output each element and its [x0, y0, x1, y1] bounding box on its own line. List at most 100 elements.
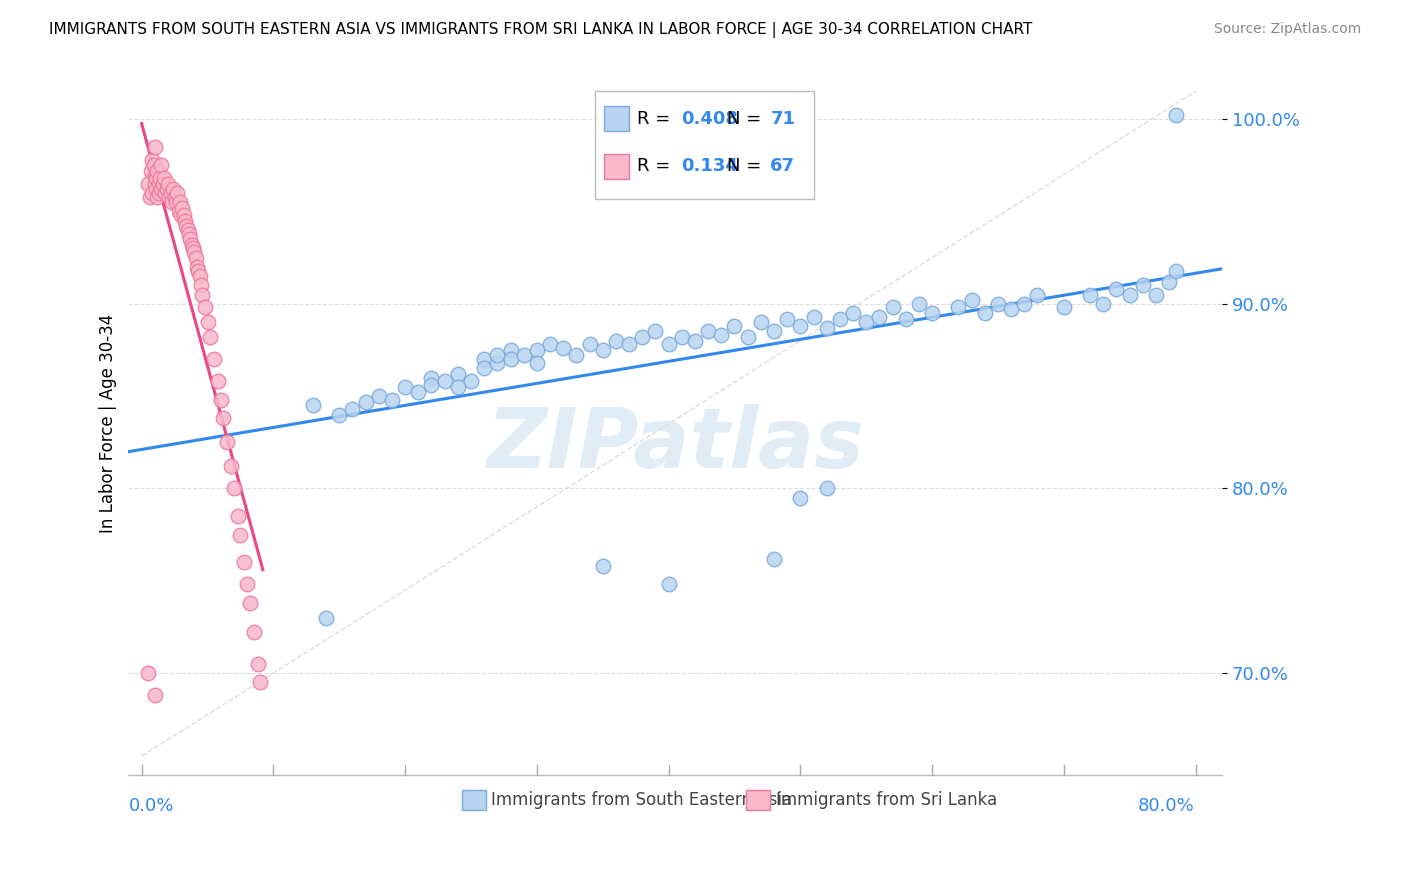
Text: IMMIGRANTS FROM SOUTH EASTERN ASIA VS IMMIGRANTS FROM SRI LANKA IN LABOR FORCE |: IMMIGRANTS FROM SOUTH EASTERN ASIA VS IM…	[49, 22, 1032, 38]
Point	[960, 293, 983, 307]
Point	[592, 343, 614, 357]
Point	[328, 408, 350, 422]
Point	[868, 310, 890, 324]
Point	[658, 577, 681, 591]
Text: R =: R =	[637, 157, 676, 176]
Point	[671, 330, 693, 344]
Point	[177, 223, 200, 237]
Point	[246, 657, 269, 671]
Point	[207, 374, 229, 388]
Point	[146, 164, 169, 178]
Point	[159, 186, 181, 200]
Point	[212, 411, 235, 425]
Point	[697, 325, 720, 339]
Point	[191, 287, 214, 301]
Point	[1132, 278, 1154, 293]
Point	[472, 352, 495, 367]
Point	[160, 195, 183, 210]
Point	[136, 666, 159, 681]
Text: 67: 67	[770, 157, 796, 176]
Point	[499, 343, 522, 357]
FancyBboxPatch shape	[747, 790, 770, 810]
Point	[188, 269, 211, 284]
Text: 80.0%: 80.0%	[1137, 797, 1195, 815]
Point	[157, 189, 180, 203]
Point	[233, 555, 256, 569]
Point	[367, 389, 389, 403]
Point	[190, 278, 212, 293]
Point	[512, 349, 534, 363]
Point	[138, 189, 160, 203]
Point	[342, 402, 364, 417]
Point	[803, 310, 825, 324]
Point	[1078, 287, 1101, 301]
Text: Immigrants from Sri Lanka: Immigrants from Sri Lanka	[776, 791, 997, 809]
Point	[737, 330, 759, 344]
Point	[1026, 287, 1049, 301]
Point	[526, 343, 548, 357]
Point	[1014, 297, 1036, 311]
Point	[184, 251, 207, 265]
Point	[226, 509, 249, 524]
Point	[186, 260, 208, 274]
Point	[315, 610, 337, 624]
Point	[1159, 275, 1181, 289]
Point	[152, 177, 174, 191]
Point	[578, 337, 600, 351]
Point	[229, 527, 252, 541]
Point	[179, 232, 201, 246]
Point	[1105, 282, 1128, 296]
Point	[486, 349, 509, 363]
Point	[202, 352, 225, 367]
Point	[302, 398, 325, 412]
Point	[176, 219, 198, 234]
Point	[145, 171, 167, 186]
Point	[815, 320, 838, 334]
Point	[433, 374, 456, 388]
Point	[815, 482, 838, 496]
Point	[644, 325, 666, 339]
Point	[143, 168, 166, 182]
Point	[354, 394, 377, 409]
Point	[183, 245, 205, 260]
Point	[141, 186, 163, 200]
Point	[170, 208, 193, 222]
Point	[617, 337, 640, 351]
Text: Source: ZipAtlas.com: Source: ZipAtlas.com	[1213, 22, 1361, 37]
Point	[762, 325, 785, 339]
Y-axis label: In Labor Force | Age 30-34: In Labor Force | Age 30-34	[100, 314, 117, 533]
Point	[166, 186, 188, 200]
Point	[592, 558, 614, 573]
Text: 0.0%: 0.0%	[128, 797, 174, 815]
Point	[1144, 287, 1167, 301]
Point	[472, 361, 495, 376]
Point	[239, 596, 262, 610]
Point	[180, 237, 202, 252]
Point	[381, 392, 404, 407]
FancyBboxPatch shape	[605, 153, 630, 179]
Point	[163, 189, 186, 203]
Point	[153, 171, 176, 186]
Point	[162, 182, 184, 196]
Point	[169, 195, 191, 210]
Text: N =: N =	[727, 157, 766, 176]
Point	[141, 153, 163, 167]
Point	[973, 306, 995, 320]
Point	[219, 459, 242, 474]
Point	[1053, 301, 1076, 315]
Point	[150, 182, 173, 196]
Point	[222, 482, 245, 496]
FancyBboxPatch shape	[463, 790, 486, 810]
Point	[749, 315, 772, 329]
Point	[882, 301, 904, 315]
Point	[236, 577, 259, 591]
Point	[143, 177, 166, 191]
Point	[1164, 263, 1187, 277]
Point	[842, 306, 865, 320]
Point	[605, 334, 627, 348]
Point	[249, 675, 271, 690]
Point	[242, 625, 264, 640]
Point	[156, 182, 179, 196]
Text: 0.408: 0.408	[681, 110, 738, 128]
Point	[565, 349, 588, 363]
